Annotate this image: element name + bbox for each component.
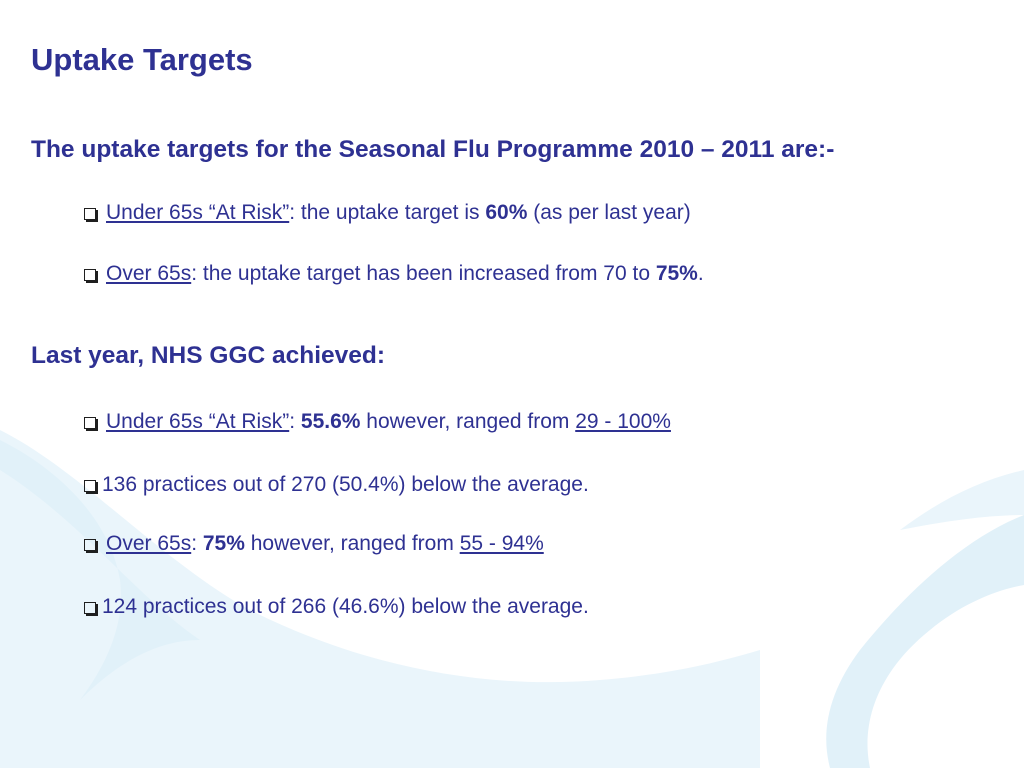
item-text: 124 practices out of 266 (46.6%) below t… [102,595,589,618]
item-text: however, ranged from [244,532,460,555]
target-value: 75% [655,262,698,285]
item-text: 136 practices out of 270 (50.4%) below t… [102,473,589,496]
checkbox-bullet-icon [84,416,96,429]
item-text: : the uptake target has been increased f… [191,262,656,285]
checkbox-bullet-icon [84,268,96,281]
list-item: Under 65s “At Risk”: the uptake target i… [84,200,691,225]
range-value: 29 - 100% [575,410,671,433]
achieved-value: 75% [202,532,245,555]
checkbox-bullet-icon [84,207,96,220]
under65-label: Under 65s “At Risk” [106,201,290,224]
item-text: . [697,262,704,285]
list-item: Under 65s “At Risk”: 55.6% however, rang… [84,409,671,434]
checkbox-bullet-icon [84,479,96,492]
item-text: (as per last year) [527,201,691,224]
item-text: : the uptake target is [289,201,486,224]
checkbox-bullet-icon [84,538,96,551]
list-item: 124 practices out of 266 (46.6%) below t… [84,594,589,619]
list-item: Over 65s: the uptake target has been inc… [84,261,704,286]
over65-label: Over 65s [106,532,192,555]
list-item: 136 practices out of 270 (50.4%) below t… [84,472,589,497]
item-text: however, ranged from [360,410,576,433]
item-text: : [191,532,203,555]
range-value: 55 - 94% [459,532,544,555]
page-title: Uptake Targets [31,42,253,77]
under65-label: Under 65s “At Risk” [106,410,290,433]
list-item: Over 65s: 75% however, ranged from 55 - … [84,531,544,556]
achieved-heading: Last year, NHS GGC achieved: [31,342,386,369]
over65-label: Over 65s [106,262,192,285]
target-value: 60% [485,201,528,224]
checkbox-bullet-icon [84,601,96,614]
achieved-value: 55.6% [300,410,361,433]
targets-heading: The uptake targets for the Seasonal Flu … [31,136,835,163]
item-text: : [289,410,301,433]
